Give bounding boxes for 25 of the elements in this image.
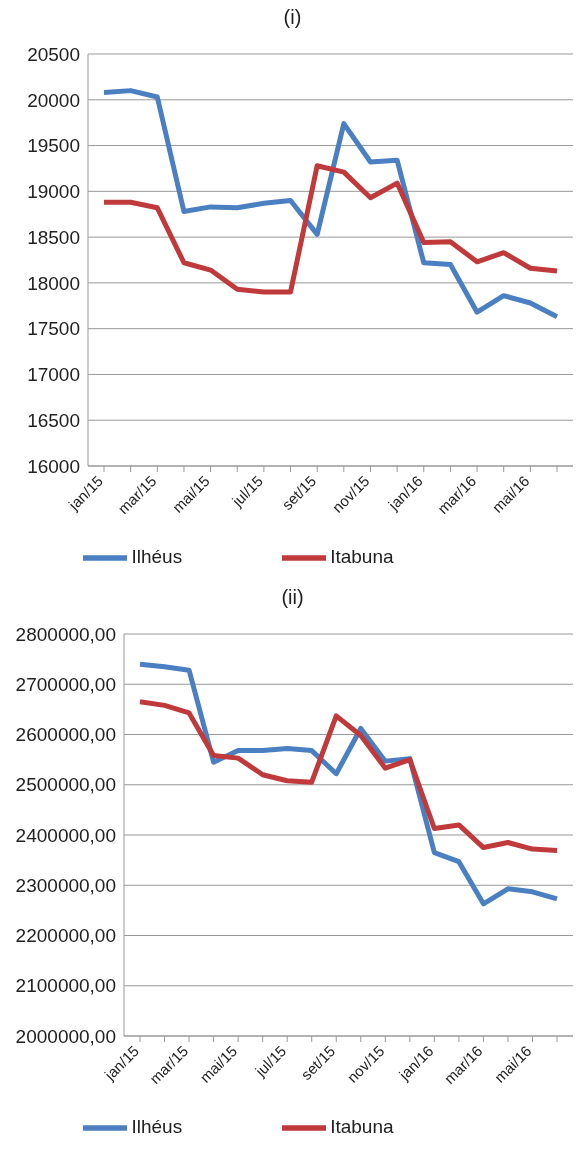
y-tick-label: 2200000,00 [15,925,116,947]
y-tick-label: 18500 [27,226,80,248]
y-tick-label: 2800000,00 [15,623,116,645]
y-tick-label: 2700000,00 [15,673,116,695]
legend-label: Itabuna [330,546,394,568]
y-tick-label: 17500 [27,318,80,340]
y-tick-label: 16000 [27,455,80,477]
y-tick-label: 2400000,00 [15,824,116,846]
y-tick-label: 2300000,00 [15,874,116,896]
y-tick-label: 2500000,00 [15,774,116,796]
legend-label: Itabuna [330,1116,394,1138]
y-tick-label: 2000000,00 [15,1025,116,1047]
legend-label: Ilhéus [131,546,183,568]
y-tick-label: 16500 [27,409,80,431]
y-tick-label: 19500 [27,135,80,157]
legend-label: Ilhéus [131,1116,183,1138]
y-tick-label: 20500 [27,43,80,65]
y-tick-label: 17000 [27,364,80,386]
y-tick-label: 20000 [27,89,80,111]
y-tick-label: 19000 [27,181,80,203]
chart-title: (ii) [280,585,305,610]
y-tick-label: 2100000,00 [15,975,116,997]
chart-title: (i) [282,5,303,30]
y-tick-label: 18000 [27,272,80,294]
y-tick-label: 2600000,00 [15,724,116,746]
